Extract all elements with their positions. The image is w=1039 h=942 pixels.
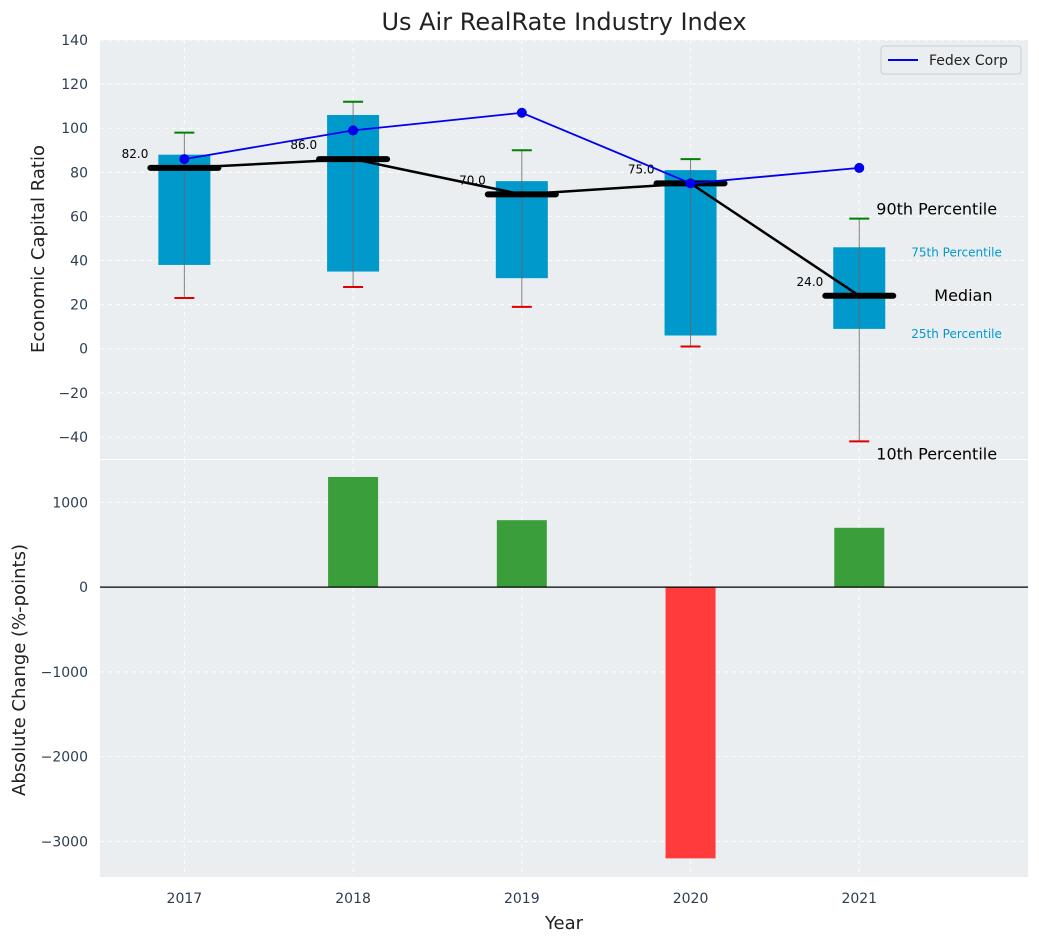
median-value-label: 70.0 xyxy=(459,173,486,187)
median-value-label: 82.0 xyxy=(122,147,149,161)
top-y-tick-label: −20 xyxy=(58,386,88,402)
median-value-label: 75.0 xyxy=(628,162,655,176)
change-bar-2018 xyxy=(328,476,379,588)
bottom-y-axis-label: Absolute Change (%-points) xyxy=(9,544,30,796)
top-y-tick-label: 120 xyxy=(61,77,88,93)
top-y-tick-label: 40 xyxy=(70,254,88,270)
change-bar-2020 xyxy=(665,587,716,859)
bottom-y-tick-label: 1000 xyxy=(52,495,88,511)
legend-label: Fedex Corp xyxy=(929,53,1008,69)
series-point-2019 xyxy=(516,107,527,118)
bottom-y-tick-label: −3000 xyxy=(41,834,88,850)
top-y-tick-label: 0 xyxy=(79,342,88,358)
bottom-panel: 1000 0 −1000 −2000 −3000 2017 2018 2019 2020 2021 xyxy=(41,460,1028,907)
x-tick-label-2019: 2019 xyxy=(504,891,540,907)
annotation-p10: 10th Percentile xyxy=(876,444,997,463)
bottom-y-tick-label: −1000 xyxy=(41,665,88,681)
series-point-2021 xyxy=(854,162,865,173)
top-panel: 140 120 100 80 60 40 20 0 −20 −40 82.0 86.0 70.0 75.0… xyxy=(58,33,1028,463)
bottom-y-tick-label: −2000 xyxy=(41,750,88,766)
x-tick-label-2018: 2018 xyxy=(335,891,371,907)
legend: Fedex Corp xyxy=(880,45,1022,75)
top-y-tick-label: 20 xyxy=(70,298,88,314)
x-axis-label: Year xyxy=(544,913,584,934)
top-y-tick-label: −40 xyxy=(58,430,88,446)
top-y-tick-label: 100 xyxy=(61,121,88,137)
annotation-p25: 25th Percentile xyxy=(911,327,1002,341)
chart-title: Us Air RealRate Industry Index xyxy=(381,8,746,36)
bottom-plot-background xyxy=(100,460,1028,877)
annotation-p75: 75th Percentile xyxy=(911,245,1002,259)
annotation-median: Median xyxy=(934,286,992,305)
annotation-p90: 90th Percentile xyxy=(876,200,997,219)
bottom-y-tick-label: 0 xyxy=(79,580,88,596)
top-y-tick-label: 140 xyxy=(61,33,88,49)
series-point-2017 xyxy=(179,154,190,165)
top-y-tick-label: 80 xyxy=(70,165,88,181)
series-point-2018 xyxy=(348,125,359,136)
median-value-label: 24.0 xyxy=(797,275,824,289)
x-tick-label-2021: 2021 xyxy=(841,891,877,907)
median-value-label: 86.0 xyxy=(290,138,317,152)
change-bar-2019 xyxy=(496,520,547,588)
top-plot-background xyxy=(100,40,1028,459)
top-y-axis-label: Economic Capital Ratio xyxy=(28,145,49,353)
x-tick-label-2017: 2017 xyxy=(167,891,203,907)
top-y-tick-label: 60 xyxy=(70,209,88,225)
series-point-2020 xyxy=(685,178,696,189)
change-bar-2021 xyxy=(834,527,885,588)
x-tick-label-2020: 2020 xyxy=(673,891,709,907)
